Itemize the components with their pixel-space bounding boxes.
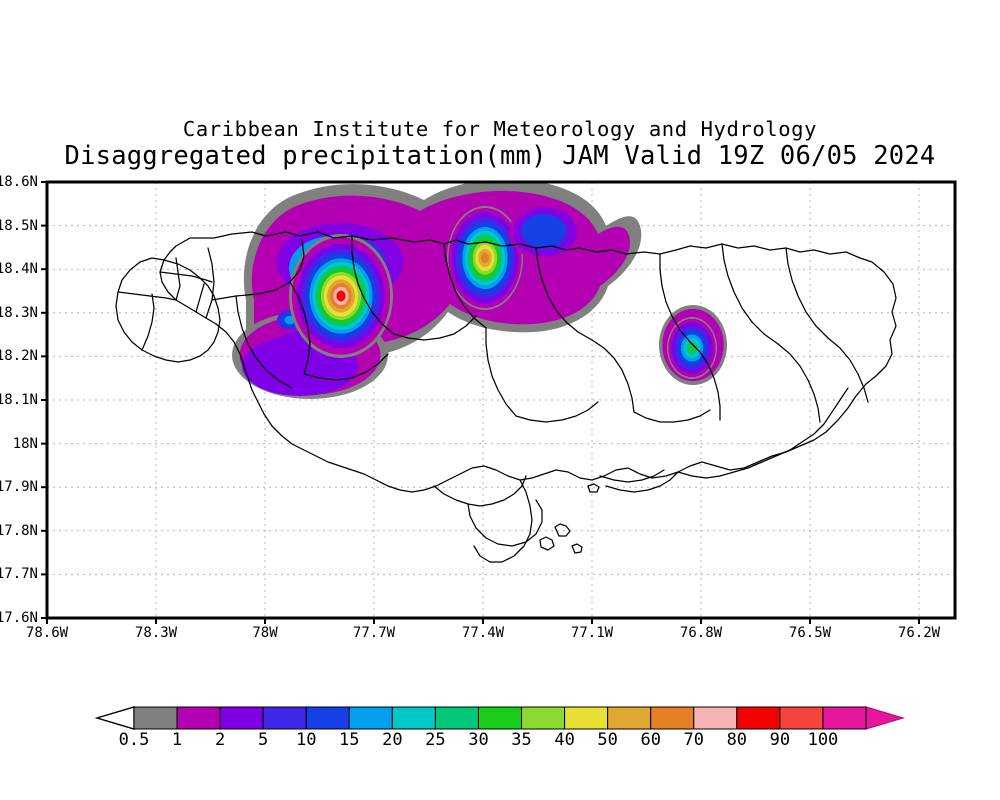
y-tick-label: 18N <box>12 436 38 452</box>
x-tick-label: 77.1W <box>570 625 614 641</box>
north-central-maximum <box>447 206 523 310</box>
y-tick-label: 17.9N <box>0 479 38 495</box>
colorbar-tick-label: 40 <box>554 730 575 750</box>
y-tick-label: 18.3N <box>0 305 38 321</box>
x-tick-label: 78.3W <box>134 625 178 641</box>
colorbar-swatch[interactable] <box>391 706 436 730</box>
x-tick-label: 77.7W <box>352 625 396 641</box>
colorbar-swatch[interactable] <box>607 706 652 730</box>
colorbar-over-arrow <box>865 706 906 730</box>
colorbar-swatch[interactable] <box>176 706 221 730</box>
contour-field <box>47 182 955 618</box>
y-tick-label: 18.6N <box>0 174 38 190</box>
colorbar-tick-label: 5 <box>258 730 269 750</box>
colorbar-tick-label: 35 <box>511 730 532 750</box>
colorbar-tick-label: 90 <box>769 730 791 750</box>
colorbar-swatch[interactable] <box>262 706 307 730</box>
colorbar-swatch[interactable] <box>521 706 566 730</box>
y-tick-label: 18.4N <box>0 261 38 277</box>
colorbar-swatch[interactable] <box>348 706 393 730</box>
colorbar-swatch[interactable] <box>477 706 523 730</box>
colorbar-tick-label: 15 <box>339 730 360 750</box>
colorbar-tick-label: 60 <box>640 730 661 750</box>
colorbar-swatch[interactable] <box>133 706 178 730</box>
colorbar-under-arrow <box>94 706 135 730</box>
x-tick-label: 76.8W <box>679 625 723 641</box>
x-tick-label: 78.6W <box>25 625 69 641</box>
page-title: Disaggregated precipitation(mm) JAM Vali… <box>64 141 936 171</box>
jamaica-coastline <box>115 231 897 563</box>
colorbar-tick-label: 70 <box>683 730 704 750</box>
y-tick-label: 17.6N <box>0 610 38 626</box>
northwest-maximum <box>289 234 393 358</box>
east-maximum <box>667 317 717 379</box>
colorbar-tick-label: 10 <box>295 730 317 750</box>
x-tick-label: 78W <box>252 625 278 641</box>
x-tick-label: 77.4W <box>461 625 505 641</box>
y-axis-ticks <box>41 181 47 619</box>
x-axis-ticks <box>46 618 920 624</box>
colorbar-swatch[interactable] <box>219 706 264 730</box>
colorbar-tick-label: 50 <box>597 730 618 750</box>
colorbar-swatch[interactable] <box>434 706 479 730</box>
colorbar-tick-label: 2 <box>214 730 226 750</box>
y-tick-label: 18.1N <box>0 392 38 408</box>
colorbar-swatch[interactable] <box>736 706 781 730</box>
colorbar-swatch[interactable] <box>822 706 867 730</box>
colorbar-swatch[interactable] <box>305 706 350 730</box>
colorbar-tick-label: 100 <box>807 730 839 750</box>
colorbar-swatch[interactable] <box>564 706 609 730</box>
colorbar-tick-label: 30 <box>468 730 489 750</box>
y-tick-label: 17.7N <box>0 566 38 582</box>
colorbar-tick-label: 1 <box>171 730 183 750</box>
colorbar-tick-label: 80 <box>726 730 748 750</box>
institute-title: Caribbean Institute for Meteorology and … <box>182 117 818 141</box>
colorbar-tick-label: 0.5 <box>118 730 150 750</box>
colorbar[interactable] <box>94 706 906 730</box>
y-tick-label: 17.8N <box>0 523 38 539</box>
x-tick-label: 76.5W <box>788 625 832 641</box>
colorbar-tick-label: 25 <box>425 730 446 750</box>
y-tick-label: 18.2N <box>0 348 38 364</box>
colorbar-swatch[interactable] <box>779 706 824 730</box>
colorbar-swatch[interactable] <box>650 706 695 730</box>
colorbar-tick-label: 20 <box>382 730 403 750</box>
y-tick-label: 18.5N <box>0 218 38 234</box>
colorbar-swatch[interactable] <box>693 706 738 730</box>
x-tick-label: 76.2W <box>897 625 941 641</box>
